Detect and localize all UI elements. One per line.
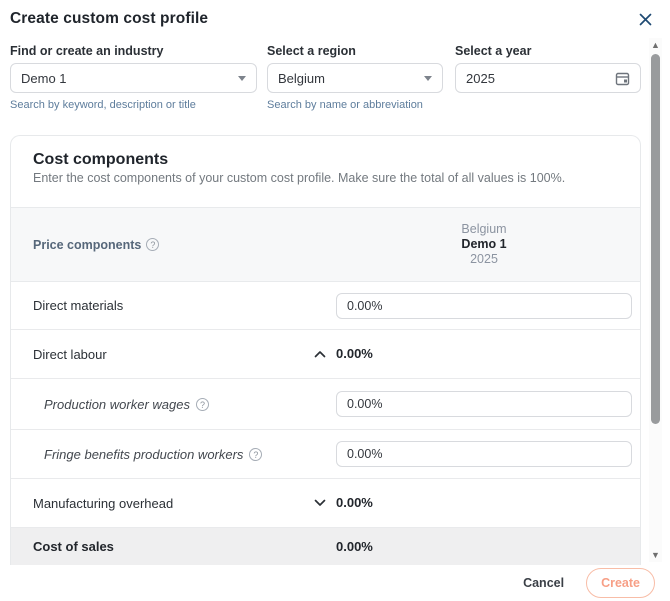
filters-row: Find or create an industry Demo 1 Search… (10, 44, 641, 112)
scrollbar-thumb[interactable] (651, 54, 660, 424)
chevron-down-icon (424, 75, 432, 81)
column-industry: Demo 1 (461, 237, 507, 251)
table-row-production-worker-wages: Production worker wages (11, 379, 640, 430)
row-label: Direct labour (33, 346, 107, 362)
year-field-group: Select a year 2025 (455, 44, 641, 112)
industry-dropdown[interactable]: Demo 1 (10, 63, 257, 93)
industry-field-group: Find or create an industry Demo 1 Search… (10, 44, 257, 112)
year-input[interactable]: 2025 (455, 63, 641, 93)
create-button[interactable]: Create (586, 568, 655, 598)
region-field-group: Select a region Belgium Search by name o… (267, 44, 443, 112)
table-row-direct-labour: Direct labour 0.00% (11, 330, 640, 379)
scroll-up-icon[interactable]: ▲ (651, 40, 660, 50)
calendar-icon (615, 71, 630, 86)
close-icon (639, 13, 652, 26)
year-label: Select a year (455, 44, 532, 58)
row-label: Fringe benefits production workers (33, 447, 303, 462)
manufacturing-overhead-total: 0.00% (336, 495, 373, 510)
dialog-title: Create custom cost profile (10, 10, 209, 27)
direct-materials-input[interactable] (336, 292, 632, 319)
price-components-header: Price components (33, 238, 303, 252)
collapse-button[interactable] (314, 345, 326, 363)
row-label: Cost of sales (33, 539, 114, 554)
industry-helper-text: Search by keyword, description or title (10, 99, 196, 111)
card-header: Cost components Enter the cost component… (11, 136, 640, 207)
row-label: Direct materials (33, 298, 124, 313)
dialog-header: Create custom cost profile (0, 0, 670, 28)
region-label: Select a region (267, 44, 356, 58)
direct-labour-total: 0.00% (336, 346, 373, 361)
table-row-direct-materials: Direct materials (11, 282, 640, 330)
card-title: Cost components (33, 151, 169, 168)
row-label: Production worker wages (33, 397, 303, 412)
cancel-button[interactable]: Cancel (523, 576, 565, 590)
industry-label: Find or create an industry (10, 44, 164, 58)
price-components-label: Price components (33, 237, 142, 252)
dialog-footer: Cancel Create (0, 565, 670, 601)
help-icon[interactable] (249, 447, 263, 461)
sub-row-label: Fringe benefits production workers (44, 446, 244, 462)
chevron-down-icon (314, 494, 326, 512)
table-header-row: Price components Belgium Demo 1 2025 (11, 207, 640, 282)
table-row-fringe-benefits: Fringe benefits production workers (11, 430, 640, 479)
production-worker-wages-input[interactable] (336, 391, 632, 417)
table-row-cost-of-sales: Cost of sales 0.00% (11, 528, 640, 565)
expand-button[interactable] (314, 494, 326, 512)
region-dropdown[interactable]: Belgium (267, 63, 443, 93)
column-header: Belgium Demo 1 2025 (336, 222, 632, 267)
card-description: Enter the cost components of your custom… (33, 171, 566, 185)
scrollbar[interactable]: ▲ ▼ (649, 38, 662, 562)
fringe-benefits-input[interactable] (336, 441, 632, 467)
year-value: 2025 (466, 70, 495, 86)
industry-value: Demo 1 (21, 70, 67, 86)
chevron-down-icon (238, 75, 246, 81)
close-button[interactable] (637, 11, 654, 28)
help-icon[interactable] (195, 397, 209, 411)
column-year: 2025 (470, 252, 498, 266)
table-row-manufacturing-overhead: Manufacturing overhead 0.00% (11, 479, 640, 528)
chevron-up-icon (314, 345, 326, 363)
cost-of-sales-total: 0.00% (336, 538, 373, 554)
cost-components-card: Cost components Enter the cost component… (10, 135, 641, 565)
help-icon[interactable] (146, 238, 160, 251)
region-helper-text: Search by name or abbreviation (267, 99, 423, 111)
row-label: Manufacturing overhead (33, 495, 174, 511)
region-value: Belgium (278, 70, 325, 86)
sub-row-label: Production worker wages (44, 396, 190, 412)
column-region: Belgium (461, 222, 507, 236)
scroll-down-icon[interactable]: ▼ (651, 550, 660, 560)
